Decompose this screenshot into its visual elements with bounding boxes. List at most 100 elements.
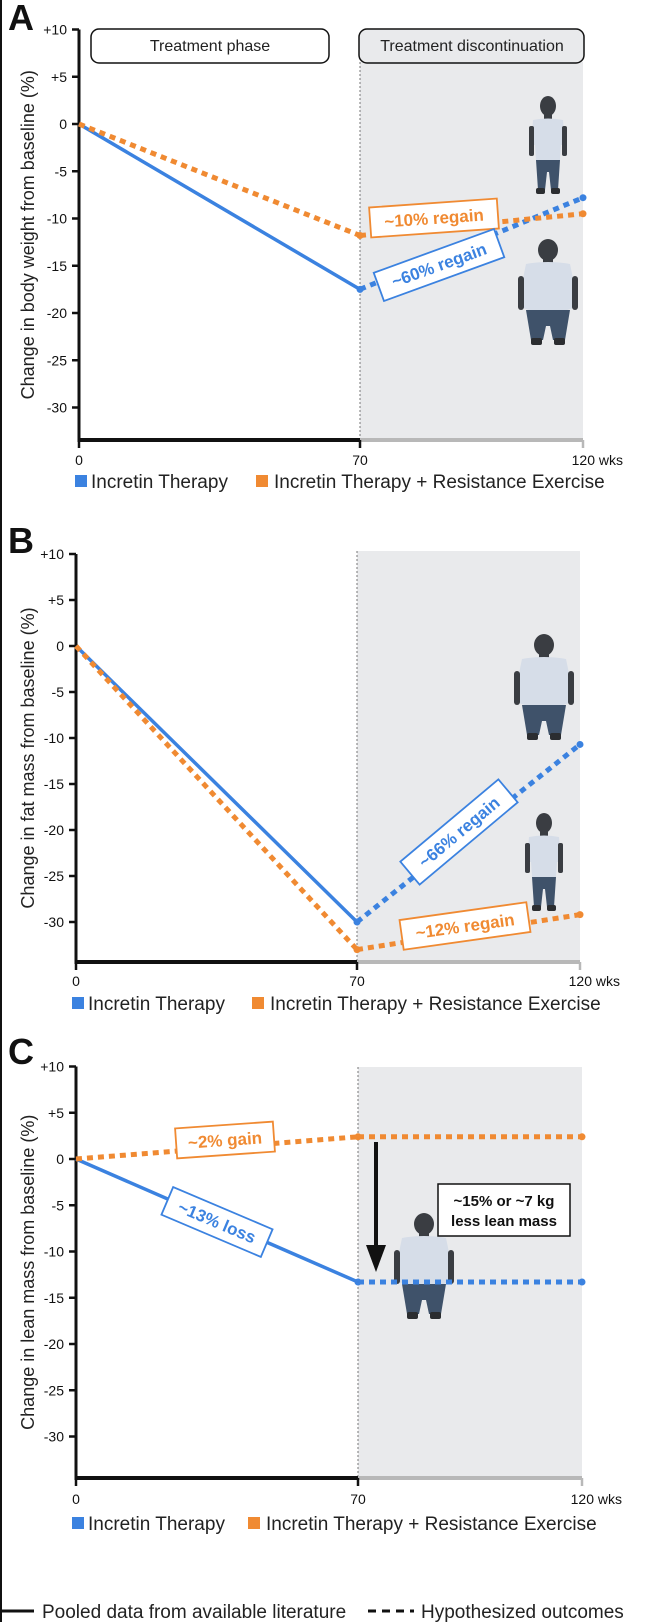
series-segment-incretin <box>355 742 582 924</box>
y-tick-label: -10 <box>44 730 64 746</box>
panel-a: Treatment phase Treatment discontinuation… <box>8 0 623 493</box>
lean-mass-note-box <box>437 1183 571 1237</box>
x-tick-label: 70 <box>352 452 368 468</box>
y-tick-label: -25 <box>47 352 67 368</box>
legend-label-incretin: Incretin Therapy <box>88 1514 225 1535</box>
y-axis-title: Change in fat mass from baseline (%) <box>18 607 38 908</box>
y-tick-label: 0 <box>56 638 64 654</box>
treatment-phase-label: Treatment phase <box>150 38 270 55</box>
annotation-box <box>372 227 506 303</box>
annotation-label: ~10% regain <box>368 197 500 239</box>
y-tick-label: -30 <box>44 1429 64 1445</box>
data-point <box>578 1278 586 1286</box>
series-segment-incretin-exercise <box>78 121 361 238</box>
series-segment-incretin <box>78 122 361 291</box>
panel-c: C +10 +5 0 -5 -10 -15 -20 -25 -30 Change in lean m… <box>8 1031 622 1535</box>
panel-letter: C <box>8 1031 34 1072</box>
y-tick-label: 0 <box>59 116 67 132</box>
treatment-phase-box <box>90 28 330 64</box>
data-point <box>579 194 587 202</box>
x-tick-label: 0 <box>72 973 80 989</box>
y-tick-label: -5 <box>52 684 65 700</box>
legend-label-incretin: Incretin Therapy <box>91 472 228 493</box>
series-segment-incretin-exercise <box>75 1134 359 1162</box>
panel-letter: B <box>8 520 34 561</box>
discontinuation-phase-box <box>358 28 585 64</box>
x-tick-label: 0 <box>75 452 83 468</box>
discontinuation-phase-label: Treatment discontinuation <box>380 38 564 55</box>
discontinuation-region <box>358 1067 582 1478</box>
x-tick-label: 70 <box>350 1491 366 1507</box>
annotation-box <box>160 1185 274 1259</box>
annotation-box <box>368 197 500 239</box>
data-point <box>354 1133 362 1141</box>
y-tick-label: -15 <box>44 776 64 792</box>
x-tick-label: 120 wks <box>569 973 620 989</box>
solid-line-label: Pooled data from available literature <box>42 1602 346 1622</box>
y-tick-label: +5 <box>48 592 64 608</box>
panel-b: B +10 +5 0 -5 -10 -15 -20 -25 -30 Change in fat ma… <box>8 520 620 1015</box>
y-tick-label: -30 <box>44 914 64 930</box>
y-tick-label: -10 <box>47 211 67 227</box>
line-style-legend: Pooled data from available literature Hyp… <box>0 1602 624 1622</box>
data-point <box>578 1133 586 1141</box>
y-tick-label: +5 <box>48 1105 64 1121</box>
data-point <box>576 911 584 919</box>
lean-mass-note-line1: ~15% or ~7 kg <box>454 1193 555 1210</box>
legend-swatch-incretin-exercise <box>256 475 268 487</box>
y-tick-label: -15 <box>47 258 67 274</box>
data-point <box>354 1278 362 1286</box>
y-tick-label: +10 <box>40 1059 64 1075</box>
y-axis-title: Change in lean mass from baseline (%) <box>18 1115 38 1430</box>
y-tick-label: +10 <box>43 22 67 38</box>
legend-label-incretin-exercise: Incretin Therapy + Resistance Exercise <box>270 994 601 1015</box>
y-tick-label: -20 <box>47 305 67 321</box>
data-point <box>353 918 361 926</box>
figure-frame-left-border <box>0 0 2 1622</box>
data-point <box>353 946 361 954</box>
annotation-box <box>398 901 532 951</box>
x-tick-label: 70 <box>349 973 365 989</box>
series-segment-incretin <box>74 644 359 924</box>
annotation-label: ~12% regain <box>398 901 532 951</box>
y-tick-label: -5 <box>55 163 68 179</box>
legend-swatch-incretin <box>72 1517 84 1529</box>
y-tick-label: -5 <box>52 1197 65 1213</box>
annotation-label: ~2% gain <box>174 1120 276 1160</box>
y-tick-label: -20 <box>44 822 64 838</box>
y-tick-label: -15 <box>44 1290 64 1306</box>
y-tick-label: -10 <box>44 1244 64 1260</box>
legend-swatch-incretin <box>75 475 87 487</box>
legend-label-incretin-exercise: Incretin Therapy + Resistance Exercise <box>274 472 605 493</box>
panel-letter: A <box>8 0 34 38</box>
annotation-box <box>399 778 519 886</box>
y-tick-label: +10 <box>40 546 64 562</box>
annotation-label: ~13% loss <box>160 1185 274 1259</box>
x-tick-label: 120 wks <box>571 1491 622 1507</box>
data-point <box>356 285 364 293</box>
data-point <box>576 740 584 748</box>
series-segment-incretin <box>359 195 584 292</box>
legend-swatch-incretin-exercise <box>248 1517 260 1529</box>
y-tick-label: -25 <box>44 1382 64 1398</box>
y-tick-label: -25 <box>44 868 64 884</box>
series-segment-incretin-exercise <box>74 644 359 952</box>
y-tick-label: 0 <box>56 1151 64 1167</box>
data-point <box>356 232 364 240</box>
y-tick-label: +5 <box>51 69 67 85</box>
y-tick-label: -20 <box>44 1336 64 1352</box>
lean-mass-note-line2: less lean mass <box>451 1213 557 1230</box>
legend-label-incretin-exercise: Incretin Therapy + Resistance Exercise <box>266 1514 597 1535</box>
data-point <box>579 210 587 218</box>
dashed-line-label: Hypothesized outcomes <box>421 1602 624 1622</box>
annotation-box <box>174 1120 276 1160</box>
y-tick-label: -30 <box>47 400 67 416</box>
x-tick-label: 120 wks <box>572 452 623 468</box>
x-tick-label: 0 <box>72 1491 80 1507</box>
legend-swatch-incretin-exercise <box>252 997 264 1009</box>
down-arrow-head-icon <box>366 1245 386 1272</box>
legend-swatch-incretin <box>72 997 84 1009</box>
legend-label-incretin: Incretin Therapy <box>88 994 225 1015</box>
y-axis-title: Change in body weight from baseline (%) <box>18 70 38 399</box>
